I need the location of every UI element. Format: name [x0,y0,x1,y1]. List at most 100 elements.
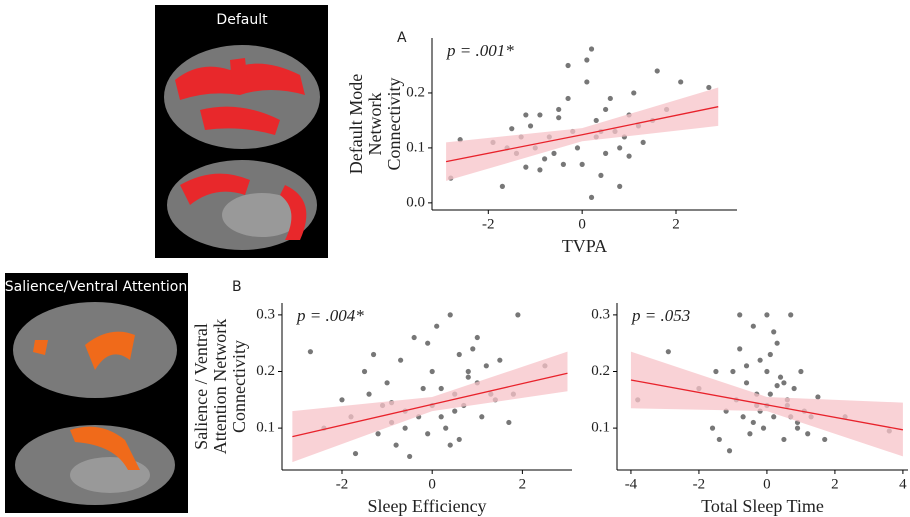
panel-label: B [232,279,242,295]
point [631,90,637,96]
image-label: Salience/Ventral Attention [5,279,188,295]
y-axis-label: Connectivity [229,340,249,433]
point [730,368,736,375]
y-tick-label: 0.1 [406,139,425,155]
point [603,106,609,113]
y-tick-label: 0.1 [256,420,275,436]
point [542,156,548,162]
point [588,46,595,52]
fit-line [292,372,568,438]
x-tick-label: 4 [899,476,907,492]
point [384,380,390,386]
point [743,380,750,386]
x-axis-label: Total Sleep Time [701,496,824,516]
point [452,408,458,414]
point [479,414,485,420]
point [429,368,435,375]
point [509,126,515,132]
point [774,340,780,346]
point [527,123,534,129]
y-tick-label: 0.2 [406,84,425,100]
point [443,425,449,431]
point [366,391,372,397]
point [425,431,431,437]
point [515,312,521,318]
x-tick-label: 2 [672,216,680,232]
point [654,68,660,74]
point [737,346,743,352]
point [760,425,767,431]
point [805,431,811,437]
point [750,419,756,426]
point [617,145,623,151]
x-tick-label: -2 [693,476,706,492]
point [506,419,512,426]
x-tick-label: 2 [831,476,839,492]
annotation: p = .053 [631,306,690,325]
point [774,383,780,389]
point [407,453,413,460]
point [607,95,613,102]
point [352,450,359,457]
point [425,340,431,346]
scatter-chart: 0.1 0.2 0.3 -2 0 2 Sleep Efficiency p = .004* Sa… [191,303,572,516]
point [434,323,440,329]
scatter-chart: 0.1 0.2 0.3 -4 -2 0 2 4 Total Sleep Time p = .053 [591,303,908,516]
point [556,106,562,113]
point [499,183,505,189]
x-tick-label: 2 [519,476,527,492]
point [370,351,377,358]
point [584,57,590,63]
x-tick-label: 0 [578,216,586,232]
point [474,334,480,341]
point [706,84,712,91]
point [777,374,784,380]
point [740,414,746,420]
point [598,172,604,178]
image-label: Default [216,12,268,28]
point [551,150,557,156]
point [798,368,804,375]
point [788,312,794,318]
point [617,183,623,189]
point [523,112,529,118]
point [537,167,543,173]
x-tick-label: 0 [428,476,436,492]
point [747,431,753,437]
point [771,414,777,420]
confidence-band [292,351,568,463]
point [565,95,571,102]
point [709,425,716,431]
annotation: p = .004* [296,306,364,325]
point [361,368,368,375]
point [420,385,426,392]
annotation: p = .001* [446,41,514,60]
confidence-band [630,351,903,457]
y-tick-label: 0.2 [256,363,275,379]
y-axis-label: Network [365,93,385,156]
point [483,363,489,369]
point [767,351,773,358]
point [465,368,471,375]
point [470,346,476,352]
point [438,385,444,392]
point [307,349,314,355]
point [447,442,453,448]
point [375,431,381,437]
point [393,442,399,448]
point [665,349,671,355]
panel-label: A [397,30,407,46]
point [757,357,763,363]
fit-line [445,106,719,163]
point [767,391,773,397]
x-tick-label: -2 [482,216,495,232]
x-tick-label: -4 [625,476,638,492]
point [411,334,417,341]
y-tick-label: 0.3 [256,306,275,322]
point [713,368,719,375]
point [556,115,562,121]
x-axis-label: Sleep Efficiency [367,496,486,516]
point [456,436,462,443]
point [565,62,571,69]
